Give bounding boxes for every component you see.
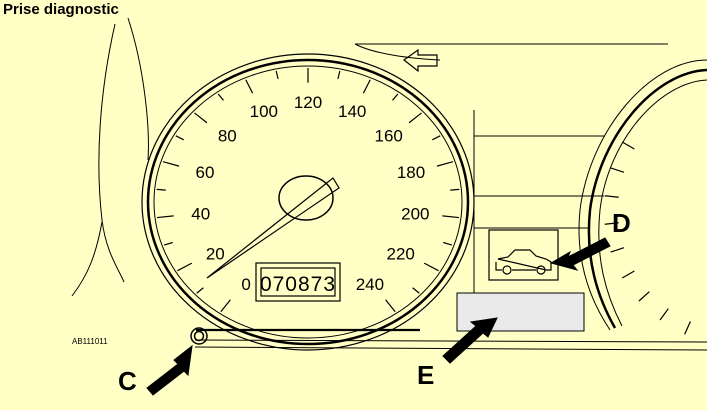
- vehicle-warning-window: [488, 229, 559, 281]
- speedometer-scale-label: 220: [387, 244, 415, 263]
- right-gauge-tick: [621, 270, 635, 279]
- right-gauge-tick: [684, 321, 691, 335]
- speedometer-scale-label: 200: [401, 205, 429, 224]
- reference-code: AB111011: [72, 337, 108, 346]
- right-gauge-tick: [604, 222, 619, 225]
- speedometer-tick: [442, 215, 460, 219]
- speedometer-scale-label: 100: [250, 102, 278, 121]
- speedometer-scale-label: 40: [191, 205, 210, 224]
- odometer-value: 070873: [260, 273, 336, 296]
- needle-hub: [278, 175, 334, 221]
- speedometer-tick: [275, 70, 279, 79]
- speedometer-tick: [392, 93, 399, 101]
- callout-label-c: C: [118, 366, 137, 396]
- speedometer-tick: [362, 79, 371, 94]
- diagnostic-socket: [190, 327, 208, 345]
- speedometer-tick: [337, 70, 341, 79]
- right-gauge-tick: [610, 167, 625, 173]
- speedometer-tick: [450, 188, 460, 191]
- left-arrow-icon: [402, 48, 438, 73]
- callout-label-d: D: [612, 208, 631, 238]
- speedometer-tick: [443, 241, 453, 246]
- speedometer-tick: [220, 299, 231, 313]
- speedometer-needle: [206, 177, 340, 279]
- dashboard-outline: [71, 17, 707, 351]
- speedometer-tick: [245, 79, 254, 94]
- diagram-title: Prise diagnostic: [3, 1, 119, 18]
- speedometer-scale-label: 60: [196, 163, 215, 182]
- speedometer-tick: [156, 188, 166, 191]
- speedometer-tick: [436, 161, 454, 167]
- right-gauge: [578, 59, 707, 335]
- speedometer-tick: [177, 262, 193, 272]
- speedometer-scale-label: 20: [206, 244, 225, 263]
- right-gauge-tick: [659, 308, 669, 321]
- speedometer-scale-label: 240: [356, 275, 384, 294]
- speedometer-tick: [163, 241, 173, 246]
- speedometer-tick: [408, 112, 422, 124]
- speedometer-scale-label: 0: [241, 275, 250, 294]
- speedometer-tick: [431, 135, 441, 141]
- speedometer-tick: [412, 287, 420, 294]
- arrow-d: [549, 237, 611, 271]
- car-icon: [495, 249, 552, 275]
- odometer-display: 070873: [255, 262, 341, 302]
- speedometer-tick: [423, 262, 439, 272]
- speedometer-tick: [194, 112, 208, 124]
- right-gauge-ticks: [604, 141, 691, 335]
- speedometer-tick: [217, 93, 224, 101]
- right-gauge-tick: [638, 291, 650, 302]
- right-gauge-tick: [621, 141, 635, 150]
- speedometer-tick: [175, 135, 185, 141]
- speedometer-tick: [385, 299, 396, 313]
- speedometer-scale-label: 180: [397, 163, 425, 182]
- arrow-c: [146, 344, 193, 396]
- right-gauge-tick: [610, 247, 625, 253]
- speedometer-scale-label: 120: [294, 93, 322, 112]
- speedometer-tick: [196, 287, 204, 294]
- callout-label-e: E: [417, 360, 434, 390]
- right-gauge-tick: [604, 195, 619, 198]
- speedometer-tick: [162, 161, 180, 167]
- arrow-e: [442, 317, 498, 364]
- speedometer-scale-label: 160: [375, 127, 403, 146]
- speedometer-scale-label: 80: [218, 127, 237, 146]
- speedometer-scale-label: 140: [338, 102, 366, 121]
- speedometer-ticks: [156, 68, 460, 313]
- speedometer-tick: [156, 215, 174, 219]
